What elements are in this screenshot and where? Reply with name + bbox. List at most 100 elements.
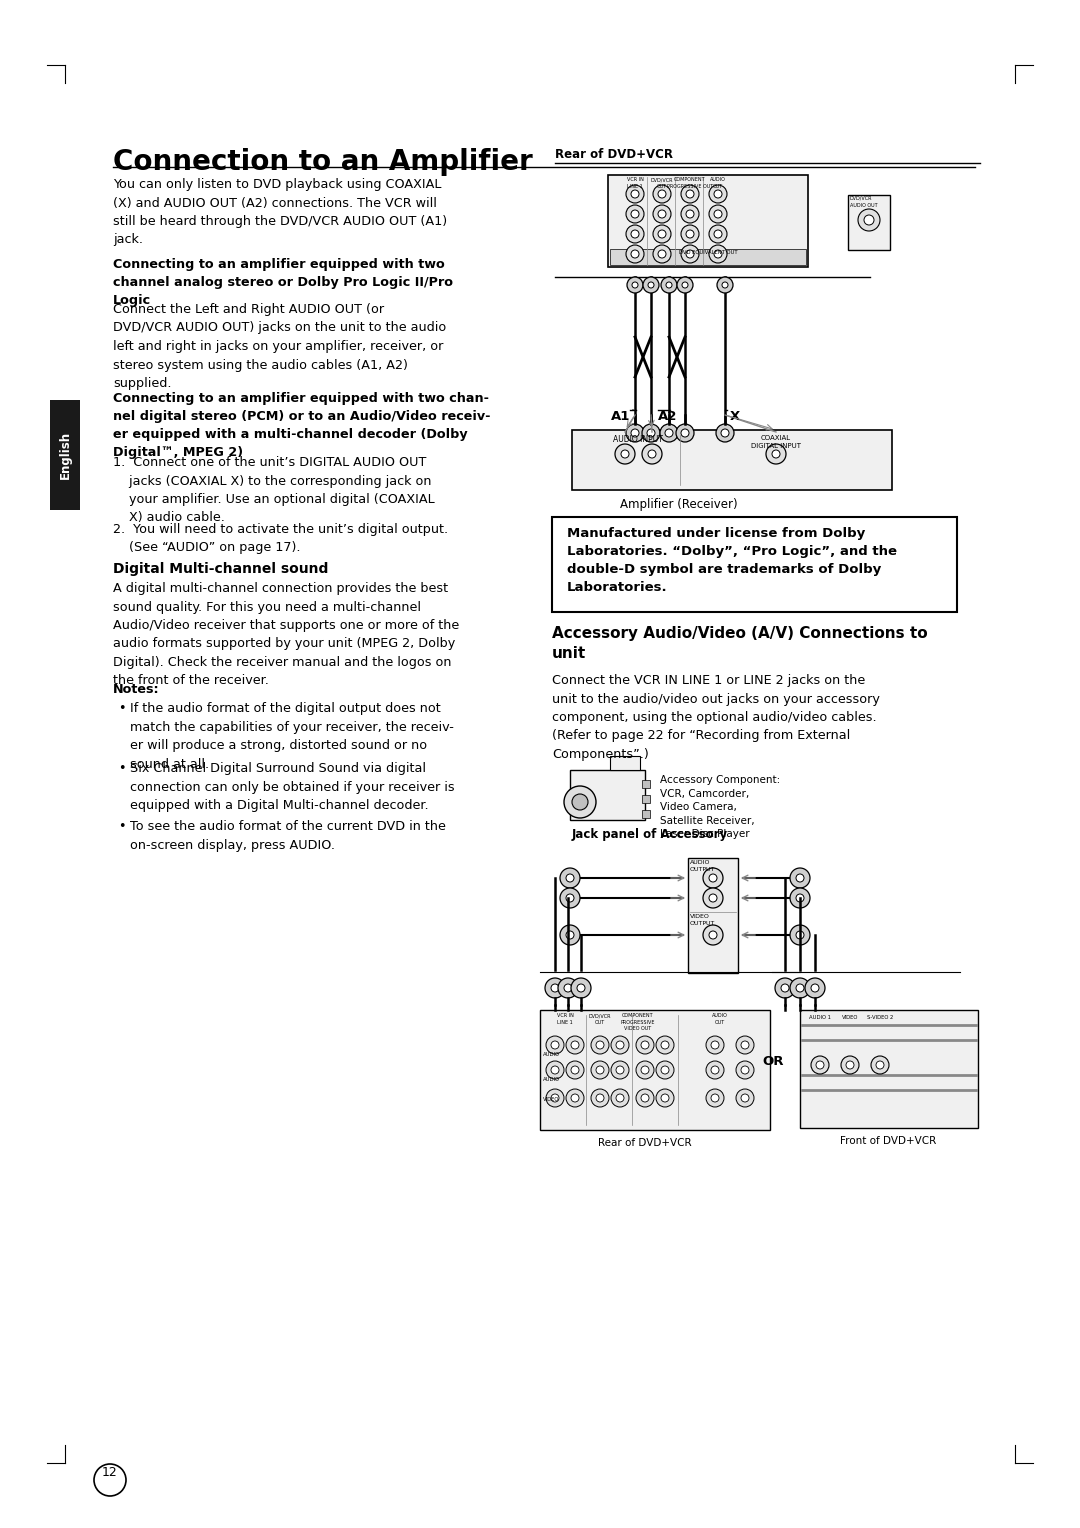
Text: Jack panel of Accessory: Jack panel of Accessory bbox=[572, 828, 728, 840]
Circle shape bbox=[566, 931, 573, 940]
Circle shape bbox=[714, 189, 723, 199]
Circle shape bbox=[551, 984, 559, 992]
Circle shape bbox=[642, 1067, 649, 1074]
Circle shape bbox=[566, 1060, 584, 1079]
Circle shape bbox=[766, 445, 786, 465]
Circle shape bbox=[611, 1036, 629, 1054]
Circle shape bbox=[708, 225, 727, 243]
Text: Front of DVD+VCR: Front of DVD+VCR bbox=[840, 1135, 936, 1146]
Text: •: • bbox=[118, 701, 125, 715]
Text: A2: A2 bbox=[658, 410, 677, 423]
Bar bbox=[570, 770, 645, 821]
Circle shape bbox=[741, 1067, 750, 1074]
Circle shape bbox=[686, 189, 694, 199]
Text: AUDIO
OUT: AUDIO OUT bbox=[710, 177, 726, 188]
Circle shape bbox=[615, 445, 635, 465]
Circle shape bbox=[665, 429, 673, 437]
Circle shape bbox=[789, 868, 810, 888]
Circle shape bbox=[681, 244, 699, 263]
Circle shape bbox=[647, 429, 654, 437]
Text: Connection to an Amplifier: Connection to an Amplifier bbox=[113, 148, 532, 176]
Text: COAXIAL: COAXIAL bbox=[761, 435, 791, 442]
Circle shape bbox=[660, 423, 678, 442]
Circle shape bbox=[626, 225, 644, 243]
Circle shape bbox=[648, 283, 654, 287]
Text: A1: A1 bbox=[610, 410, 630, 423]
Circle shape bbox=[626, 185, 644, 203]
Circle shape bbox=[571, 978, 591, 998]
Circle shape bbox=[616, 1067, 624, 1074]
Circle shape bbox=[721, 429, 729, 437]
Text: Rear of DVD+VCR: Rear of DVD+VCR bbox=[555, 148, 673, 160]
Circle shape bbox=[811, 984, 819, 992]
Circle shape bbox=[566, 874, 573, 882]
Circle shape bbox=[551, 1041, 559, 1050]
Circle shape bbox=[626, 244, 644, 263]
Circle shape bbox=[658, 251, 666, 258]
Circle shape bbox=[616, 1094, 624, 1102]
Text: VIDEO: VIDEO bbox=[543, 1097, 559, 1102]
Circle shape bbox=[642, 423, 660, 442]
Circle shape bbox=[656, 1089, 674, 1106]
Circle shape bbox=[716, 423, 734, 442]
Circle shape bbox=[681, 205, 699, 223]
Circle shape bbox=[714, 231, 723, 238]
Text: 12: 12 bbox=[103, 1465, 118, 1479]
Bar bbox=[707, 889, 719, 895]
Text: A digital multi-channel connection provides the best
sound quality. For this you: A digital multi-channel connection provi… bbox=[113, 582, 459, 688]
Circle shape bbox=[708, 931, 717, 940]
Text: DVD/VCR
OUT: DVD/VCR OUT bbox=[589, 1013, 611, 1025]
Bar bbox=[642, 779, 650, 788]
Circle shape bbox=[735, 1036, 754, 1054]
Circle shape bbox=[546, 1060, 564, 1079]
Circle shape bbox=[546, 1036, 564, 1054]
Circle shape bbox=[711, 1094, 719, 1102]
Circle shape bbox=[611, 1089, 629, 1106]
Circle shape bbox=[561, 924, 580, 944]
Bar bbox=[608, 176, 808, 267]
Circle shape bbox=[658, 231, 666, 238]
Circle shape bbox=[796, 894, 804, 902]
Circle shape bbox=[686, 251, 694, 258]
Circle shape bbox=[636, 1089, 654, 1106]
Circle shape bbox=[711, 1041, 719, 1050]
Circle shape bbox=[686, 209, 694, 219]
Bar bbox=[642, 810, 650, 817]
Circle shape bbox=[681, 429, 689, 437]
Circle shape bbox=[551, 1067, 559, 1074]
Circle shape bbox=[735, 1060, 754, 1079]
Circle shape bbox=[661, 1067, 669, 1074]
Circle shape bbox=[572, 795, 588, 810]
Text: •: • bbox=[118, 821, 125, 833]
Circle shape bbox=[708, 894, 717, 902]
Text: VCR IN
LINE 1: VCR IN LINE 1 bbox=[626, 177, 644, 188]
Bar bbox=[610, 756, 640, 770]
Bar bbox=[800, 1010, 978, 1128]
Circle shape bbox=[631, 189, 639, 199]
Circle shape bbox=[876, 1060, 885, 1070]
Circle shape bbox=[642, 1094, 649, 1102]
Circle shape bbox=[632, 283, 638, 287]
Circle shape bbox=[717, 277, 733, 293]
Text: If the audio format of the digital output does not
match the capabilities of you: If the audio format of the digital outpu… bbox=[130, 701, 454, 770]
Circle shape bbox=[546, 1089, 564, 1106]
Text: DVD/VCR
AUDIO OUT: DVD/VCR AUDIO OUT bbox=[850, 196, 878, 208]
Text: OR: OR bbox=[762, 1054, 783, 1068]
Circle shape bbox=[626, 205, 644, 223]
Text: Notes:: Notes: bbox=[113, 683, 160, 695]
Circle shape bbox=[708, 185, 727, 203]
Circle shape bbox=[658, 189, 666, 199]
Circle shape bbox=[666, 283, 672, 287]
Circle shape bbox=[789, 924, 810, 944]
Circle shape bbox=[545, 978, 565, 998]
Circle shape bbox=[564, 984, 572, 992]
Circle shape bbox=[626, 423, 644, 442]
Circle shape bbox=[631, 231, 639, 238]
Circle shape bbox=[816, 1060, 824, 1070]
Text: 2.  You will need to activate the unit’s digital output.
    (See “AUDIO” on pag: 2. You will need to activate the unit’s … bbox=[113, 523, 448, 555]
Circle shape bbox=[775, 978, 795, 998]
Circle shape bbox=[616, 1041, 624, 1050]
Circle shape bbox=[566, 1089, 584, 1106]
Text: AUDIO: AUDIO bbox=[543, 1077, 561, 1082]
Text: AUDIO
OUTPUT: AUDIO OUTPUT bbox=[690, 860, 715, 871]
